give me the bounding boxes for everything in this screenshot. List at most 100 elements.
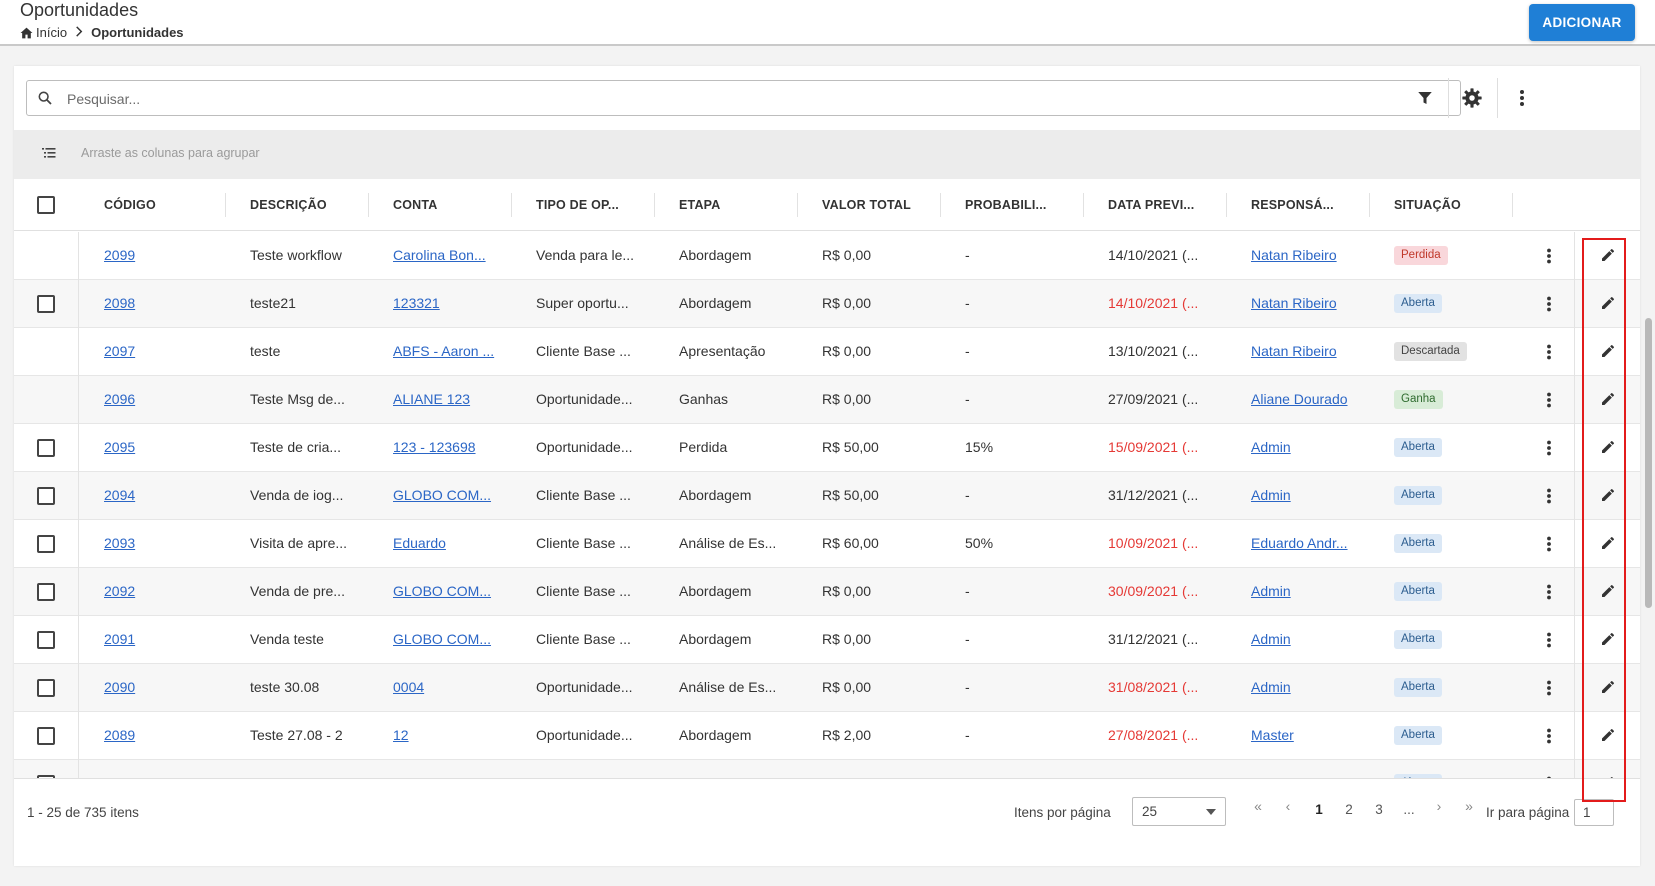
table-row[interactable]: 2088 Teste 27.08 123234 Oportunidade... Abor… [14, 760, 1640, 778]
row-more-vert-icon[interactable] [1541, 248, 1557, 264]
column-separator[interactable] [225, 193, 226, 217]
table-row[interactable]: 2097 teste ABFS - Aaron ... Cliente Base ..… [14, 328, 1640, 376]
edit-pencil-icon[interactable] [1600, 775, 1618, 778]
row-select-checkbox[interactable] [37, 679, 55, 697]
column-separator[interactable] [1083, 193, 1084, 217]
column-separator[interactable] [797, 193, 798, 217]
table-row[interactable]: 2099 Teste workflow Carolina Bon... Venda p… [14, 232, 1640, 280]
row-select-checkbox[interactable] [37, 631, 55, 649]
row-more-vert-icon[interactable] [1541, 680, 1557, 696]
table-row[interactable]: 2098 teste21 123321 Super oportu... Abordage… [14, 280, 1640, 328]
page-button-2[interactable]: 2 [1345, 802, 1353, 817]
table-row[interactable]: 2096 Teste Msg de... ALIANE 123 Oportunidad… [14, 376, 1640, 424]
column-separator[interactable] [1226, 193, 1227, 217]
column-separator[interactable] [368, 193, 369, 217]
select-all-checkbox[interactable] [37, 196, 55, 214]
row-more-vert-icon[interactable] [1541, 488, 1557, 504]
column-header-responsavel[interactable]: RESPONSÁ... [1251, 198, 1334, 212]
search-box[interactable] [26, 80, 1461, 116]
search-input[interactable] [67, 87, 1447, 111]
codigo-link[interactable]: 2091 [104, 631, 136, 647]
page-button-1[interactable]: 1 [1315, 802, 1323, 817]
row-more-vert-icon[interactable] [1541, 728, 1557, 744]
table-row[interactable]: 2091 Venda teste GLOBO COM... Cliente Base … [14, 616, 1640, 664]
edit-pencil-icon[interactable] [1600, 247, 1618, 265]
column-separator[interactable] [654, 193, 655, 217]
column-header-descricao[interactable]: DESCRIÇÃO [250, 198, 327, 212]
responsavel-link[interactable]: Natan Ribeiro [1251, 343, 1337, 359]
conta-link[interactable]: ALIANE 123 [393, 391, 471, 407]
prev-page-button[interactable]: ‹ [1285, 798, 1291, 814]
gear-icon[interactable] [1454, 80, 1490, 116]
row-more-vert-icon[interactable] [1541, 536, 1557, 552]
codigo-link[interactable]: 2088 [104, 760, 214, 778]
codigo-link[interactable]: 2097 [104, 343, 136, 359]
row-select-checkbox[interactable] [37, 535, 55, 553]
row-select-checkbox[interactable] [37, 583, 55, 601]
responsavel-link[interactable]: Admin [1251, 631, 1291, 647]
conta-link[interactable]: GLOBO COM... [393, 583, 492, 599]
conta-link[interactable]: GLOBO COM... [393, 631, 492, 647]
edit-pencil-icon[interactable] [1600, 631, 1618, 649]
responsavel-link[interactable]: Admin [1251, 679, 1291, 695]
responsavel-link[interactable]: Eduardo Andr... [1251, 535, 1348, 551]
row-more-vert-icon[interactable] [1541, 296, 1557, 312]
column-separator[interactable] [511, 193, 512, 217]
codigo-link[interactable]: 2093 [104, 535, 136, 551]
conta-link[interactable]: 123321 [393, 295, 440, 311]
row-select-checkbox[interactable] [37, 487, 55, 505]
codigo-link[interactable]: 2096 [104, 391, 136, 407]
row-select-checkbox[interactable] [37, 295, 55, 313]
page-ellipsis-button[interactable]: ... [1403, 802, 1415, 817]
edit-pencil-icon[interactable] [1600, 487, 1618, 505]
responsavel-link[interactable]: Aliane Dourado [1251, 391, 1348, 407]
row-more-vert-icon[interactable] [1541, 392, 1557, 408]
codigo-link[interactable]: 2089 [104, 727, 136, 743]
row-more-vert-icon[interactable] [1541, 344, 1557, 360]
column-separator[interactable] [1369, 193, 1370, 217]
vertical-scrollbar[interactable] [1645, 318, 1652, 608]
row-select-checkbox[interactable] [37, 727, 55, 745]
column-header-tipo[interactable]: TIPO DE OP... [536, 198, 619, 212]
codigo-link[interactable]: 2095 [104, 439, 136, 455]
next-page-button[interactable]: › [1436, 798, 1442, 814]
conta-link[interactable]: 123 - 123698 [393, 439, 476, 455]
table-row[interactable]: 2094 Venda de iog... GLOBO COM... Cliente B… [14, 472, 1640, 520]
items-per-page-select[interactable]: 25 [1132, 797, 1226, 826]
page-button-3[interactable]: 3 [1375, 802, 1383, 817]
edit-pencil-icon[interactable] [1600, 295, 1618, 313]
responsavel-link[interactable]: Admin [1251, 439, 1291, 455]
codigo-link[interactable]: 2099 [104, 247, 136, 263]
column-separator[interactable] [1512, 193, 1513, 217]
codigo-link[interactable]: 2090 [104, 679, 136, 695]
conta-link[interactable]: ABFS - Aaron ... [393, 343, 495, 359]
row-more-vert-icon[interactable] [1541, 632, 1557, 648]
filter-icon[interactable] [1407, 80, 1443, 116]
responsavel-link[interactable]: Natan Ribeiro [1251, 247, 1337, 263]
responsavel-link[interactable]: Master [1251, 760, 1363, 778]
responsavel-link[interactable]: Master [1251, 727, 1294, 743]
breadcrumb-home[interactable]: Início [20, 25, 67, 40]
table-row[interactable]: 2092 Venda de pre... GLOBO COM... Cliente B… [14, 568, 1640, 616]
table-row[interactable]: 2095 Teste de cria... 123 - 123698 Oportuni… [14, 424, 1640, 472]
row-select-checkbox[interactable] [37, 439, 55, 457]
table-row[interactable]: 2093 Visita de apre... Eduardo Cliente Base… [14, 520, 1640, 568]
edit-pencil-icon[interactable] [1600, 583, 1618, 601]
column-header-data[interactable]: DATA PREVI... [1108, 198, 1195, 212]
goto-page-input[interactable]: 1 [1574, 799, 1614, 826]
codigo-link[interactable]: 2092 [104, 583, 136, 599]
responsavel-link[interactable]: Admin [1251, 487, 1291, 503]
conta-link[interactable]: Eduardo [393, 535, 446, 551]
codigo-link[interactable]: 2098 [104, 295, 136, 311]
conta-link[interactable]: Carolina Bon... [393, 247, 486, 263]
column-header-situacao[interactable]: SITUAÇÃO [1394, 198, 1461, 212]
column-header-probabilidade[interactable]: PROBABILI... [965, 198, 1047, 212]
table-row[interactable]: 2090 teste 30.08 0004 Oportunidade... Anális… [14, 664, 1640, 712]
row-more-vert-icon[interactable] [1541, 584, 1557, 600]
column-header-valor[interactable]: VALOR TOTAL [822, 198, 911, 212]
column-header-etapa[interactable]: ETAPA [679, 198, 721, 212]
group-panel[interactable]: Arraste as colunas para agrupar [14, 130, 1640, 179]
conta-link[interactable]: 123234 [393, 760, 505, 778]
edit-pencil-icon[interactable] [1600, 439, 1618, 457]
more-vert-icon[interactable] [1504, 80, 1540, 116]
